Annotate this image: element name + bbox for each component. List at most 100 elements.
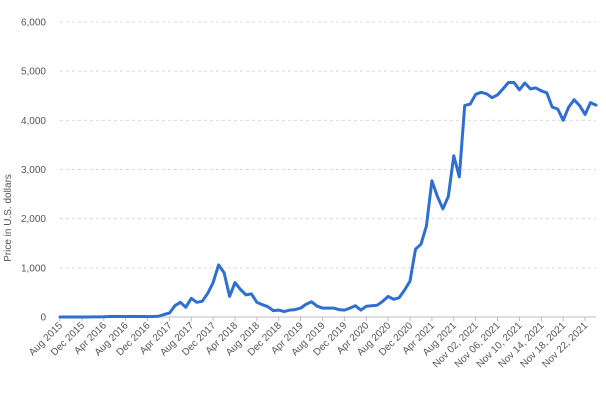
data-point [283,310,286,313]
data-point [529,87,532,90]
data-point [452,154,455,157]
data-point [75,316,78,318]
y-tick-label: 5,000 [21,67,46,78]
data-point [370,304,373,307]
series-layer [58,81,598,319]
data-point [403,289,406,291]
data-point [184,306,187,309]
data-point [299,307,302,310]
data-point [430,179,433,182]
data-point [420,243,422,246]
y-tick-label: 1,000 [21,263,46,274]
data-point [294,308,297,311]
data-point [141,315,143,318]
data-point [195,301,198,304]
data-point [337,308,340,311]
data-point [212,281,215,284]
data-point [523,82,526,84]
y-tick-label: 3,000 [21,165,46,176]
data-point [255,301,258,304]
data-point [124,315,127,318]
data-point [343,309,346,312]
data-point [206,292,209,295]
data-point [119,315,122,318]
data-point [179,301,182,304]
y-tick-label: 4,000 [21,116,46,127]
data-point [201,300,204,303]
data-point [496,93,499,96]
data-point [288,309,291,312]
data-point [146,315,149,318]
data-point [578,104,581,107]
data-point [59,316,61,318]
data-point [108,315,111,318]
data-point [277,309,280,312]
data-point [228,295,231,298]
data-point [425,225,428,227]
price-series-line [58,81,598,319]
data-point [173,304,176,307]
data-point [69,316,72,318]
data-point [589,101,592,104]
data-point [250,292,253,295]
data-point [64,316,67,318]
data-point [354,304,357,307]
data-point [436,195,439,198]
data-point [480,91,483,94]
data-point [168,312,171,315]
data-point [321,307,324,310]
y-tick-label: 2,000 [21,214,46,225]
data-point [556,108,559,110]
data-point [162,313,165,316]
data-point [518,88,521,91]
data-point [392,298,395,301]
data-point [152,315,154,318]
data-point [545,91,548,94]
data-point [261,303,264,306]
data-point [86,316,89,318]
gridlines [60,21,596,269]
data-point [130,315,133,318]
data-point [217,263,220,266]
data-point [491,96,494,99]
data-point [135,315,138,318]
data-point [113,315,116,318]
data-point [157,315,160,318]
data-point [485,92,488,95]
y-axis-ticks: 0 1,000 2,000 3,000 4,000 5,000 6,000 [21,18,46,324]
data-point [463,104,466,107]
data-point [234,281,236,284]
data-point [316,305,319,308]
data-point [595,104,597,107]
data-point [584,113,587,116]
data-point [245,293,247,296]
data-point [447,195,450,198]
data-point [567,106,570,109]
data-point [414,248,417,251]
data-point [97,315,100,318]
data-point [573,98,576,101]
data-point [534,86,537,89]
data-point [469,103,472,106]
data-point [190,297,193,300]
data-point [239,288,242,291]
data-point [381,300,384,303]
y-tick-label: 6,000 [21,18,46,29]
data-point [359,309,362,312]
data-point [562,119,565,122]
data-point [502,87,504,90]
data-point [387,295,390,298]
data-point [272,309,275,312]
y-tick-label: 0 [40,313,46,324]
data-point [305,303,308,306]
data-point [327,307,329,310]
data-point [332,307,335,310]
data-point [398,296,401,299]
data-point [409,280,411,283]
data-point [223,271,226,274]
data-point [102,315,105,318]
data-point [80,316,83,318]
